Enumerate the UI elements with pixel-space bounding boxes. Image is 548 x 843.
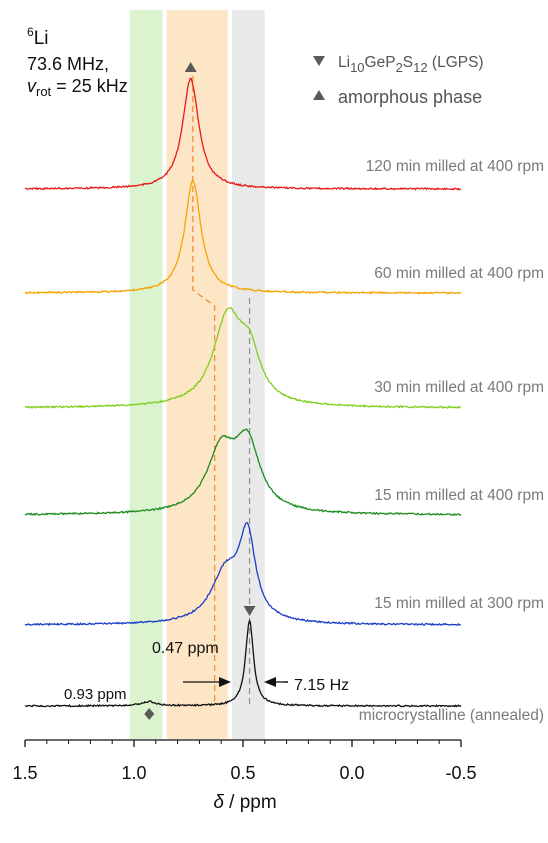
spin-rate-label: vrot = 25 kHz <box>27 76 128 99</box>
peak-markers <box>144 62 256 720</box>
series-label-1: 60 min milled at 400 rpm <box>374 265 544 282</box>
right-arrow-head <box>264 677 276 687</box>
spectrum-line-2 <box>24 306 462 409</box>
shaded-regions <box>129 10 265 739</box>
shaded-region-0 <box>129 10 163 739</box>
series-label-3: 15 min milled at 400 rpm <box>374 487 544 504</box>
spectrum-line-0 <box>24 77 462 191</box>
legend-lgps-marker <box>313 56 325 66</box>
x-tick-label-2: 0.5 <box>230 763 255 783</box>
shaded-region-1 <box>166 10 228 739</box>
annotation-093-ppm: 0.93 ppm <box>64 686 127 703</box>
spectrum-line-4 <box>24 522 462 627</box>
spectrum-line-3 <box>24 428 462 517</box>
annotation-linewidth: 7.15 Hz <box>294 677 349 694</box>
x-axis: 1.5 1.0 0.5 0.0 -0.5 <box>12 739 477 783</box>
series-label-4: 15 min milled at 300 rpm <box>374 595 544 612</box>
x-tick-label-4: -0.5 <box>445 763 476 783</box>
marker-up-triangle <box>184 62 197 72</box>
marker-down-triangle <box>243 606 256 616</box>
amorphous-guide-line <box>192 76 216 704</box>
linewidth-arrows <box>183 677 288 687</box>
legend: Li10GeP2S12 (LGPS) amorphous phase <box>313 54 484 107</box>
series-label-5: microcrystalline (annealed) <box>359 707 544 724</box>
left-arrow-head <box>219 677 231 687</box>
nucleus-label: 6Li <box>27 25 48 49</box>
spectra <box>24 77 462 708</box>
marker-diamond <box>144 708 155 720</box>
legend-lgps-label: Li10GeP2S12 (LGPS) <box>338 54 484 75</box>
series-label-0: 120 min milled at 400 rpm <box>366 158 544 175</box>
guide-lines <box>192 76 251 704</box>
series-labels: 120 min milled at 400 rpm 60 min milled a… <box>359 158 544 724</box>
spectrum-line-5 <box>24 619 462 708</box>
x-tick-label-0: 1.5 <box>12 763 37 783</box>
x-axis-label: δ / ppm <box>213 792 276 813</box>
legend-amorphous-marker <box>313 90 325 100</box>
x-tick-label-1: 1.0 <box>121 763 146 783</box>
x-tick-label-3: 0.0 <box>339 763 364 783</box>
legend-amorphous-label: amorphous phase <box>338 87 482 107</box>
series-label-2: 30 min milled at 400 rpm <box>374 379 544 396</box>
shaded-region-2 <box>232 10 265 739</box>
spectrum-line-1 <box>24 180 462 295</box>
frequency-label: 73.6 MHz, <box>27 54 109 74</box>
annotation-047-ppm: 0.47 ppm <box>152 640 219 657</box>
